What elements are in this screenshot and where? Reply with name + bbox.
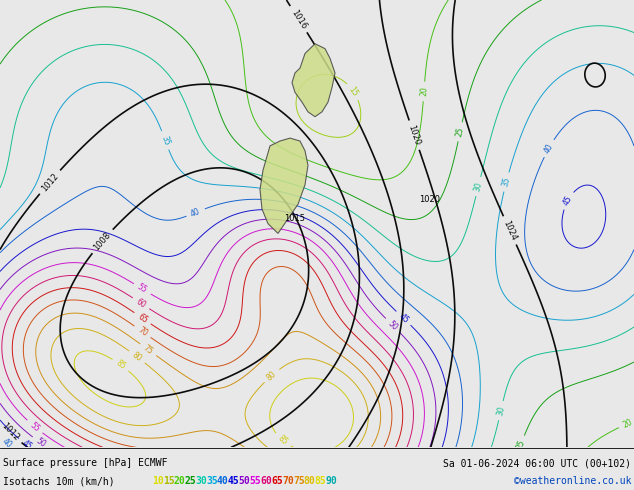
Text: 45: 45 (397, 312, 410, 325)
Text: 50: 50 (34, 436, 47, 449)
Text: 20: 20 (419, 86, 429, 97)
Text: 45: 45 (228, 476, 240, 486)
Text: 60: 60 (134, 297, 148, 310)
Text: 75: 75 (293, 476, 305, 486)
Text: 85: 85 (114, 358, 127, 371)
Text: 75: 75 (141, 343, 155, 356)
Text: 85: 85 (314, 476, 327, 486)
Text: 50: 50 (238, 476, 250, 486)
Text: 1015: 1015 (285, 214, 306, 223)
Text: 70: 70 (282, 476, 294, 486)
Text: 15: 15 (347, 85, 359, 98)
Text: 40: 40 (190, 206, 202, 219)
Text: 60: 60 (261, 476, 272, 486)
Text: ©weatheronline.co.uk: ©weatheronline.co.uk (514, 476, 631, 486)
Text: 45: 45 (20, 438, 33, 451)
Text: 1012: 1012 (39, 171, 60, 193)
Text: 70: 70 (136, 325, 149, 338)
Text: 30: 30 (495, 405, 507, 416)
Text: 25: 25 (184, 476, 197, 486)
Polygon shape (292, 44, 335, 117)
Text: 65: 65 (271, 476, 283, 486)
Text: 80: 80 (131, 350, 143, 363)
Text: 30: 30 (195, 476, 207, 486)
Text: 1020: 1020 (420, 195, 441, 204)
Text: 55: 55 (136, 283, 149, 295)
Text: 25: 25 (515, 439, 527, 451)
Text: 1012: 1012 (0, 421, 21, 443)
Text: 55: 55 (250, 476, 261, 486)
Text: 35: 35 (159, 134, 171, 147)
Text: Surface pressure [hPa] ECMWF: Surface pressure [hPa] ECMWF (3, 458, 167, 468)
Text: 30: 30 (473, 181, 484, 192)
Text: 80: 80 (265, 369, 278, 382)
Text: 35: 35 (501, 176, 512, 188)
Text: 1024: 1024 (501, 219, 518, 242)
Text: 50: 50 (386, 319, 399, 332)
Text: 15: 15 (163, 476, 174, 486)
Text: 20: 20 (174, 476, 185, 486)
Text: 90: 90 (325, 476, 337, 486)
Text: 40: 40 (543, 142, 555, 155)
Text: 85: 85 (276, 434, 289, 447)
Text: 45: 45 (562, 194, 574, 207)
Text: 20: 20 (621, 417, 634, 430)
Text: 40: 40 (1, 436, 14, 449)
Polygon shape (260, 138, 308, 233)
Text: 1008: 1008 (92, 230, 113, 252)
Text: 25: 25 (455, 126, 465, 137)
Text: 65: 65 (136, 312, 149, 325)
Text: 35: 35 (206, 476, 218, 486)
Text: 1016: 1016 (289, 8, 308, 30)
Text: 80: 80 (304, 476, 316, 486)
Text: 55: 55 (28, 420, 41, 433)
Text: Isotachs 10m (km/h): Isotachs 10m (km/h) (3, 476, 115, 486)
Text: 40: 40 (217, 476, 229, 486)
Text: 1020: 1020 (406, 124, 422, 147)
Text: 10: 10 (152, 476, 164, 486)
Text: Sa 01-06-2024 06:00 UTC (00+102): Sa 01-06-2024 06:00 UTC (00+102) (443, 458, 631, 468)
